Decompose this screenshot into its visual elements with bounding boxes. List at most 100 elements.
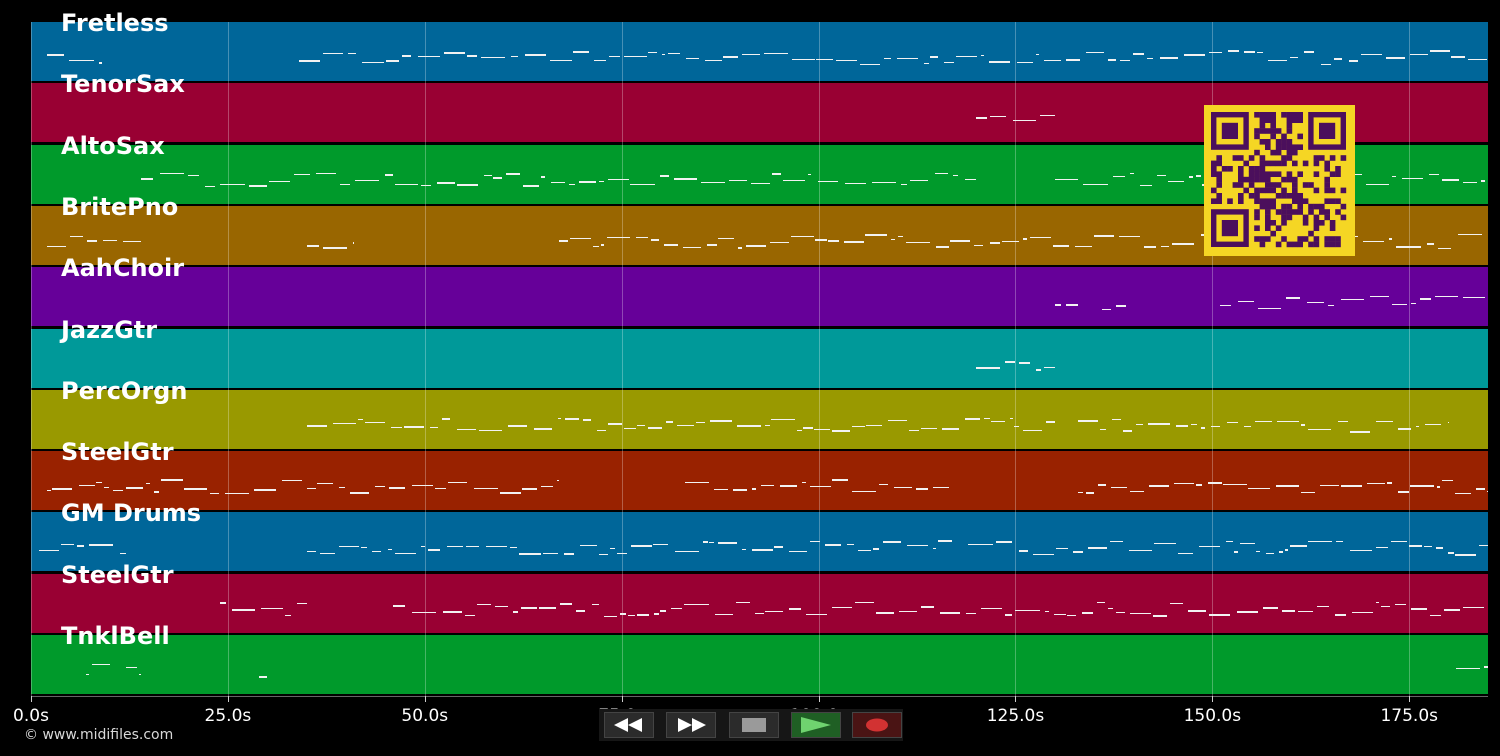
note-mark — [667, 53, 681, 55]
note-mark — [1228, 50, 1239, 52]
track-notes — [31, 83, 1488, 142]
note-mark — [607, 423, 623, 425]
note-mark — [486, 546, 507, 548]
note-mark — [395, 552, 417, 554]
note-mark — [765, 425, 771, 427]
note-mark — [752, 549, 774, 551]
note-mark — [1256, 550, 1260, 552]
note-mark — [103, 239, 117, 241]
note-mark — [1190, 423, 1197, 426]
note-mark — [1208, 51, 1223, 54]
note-mark — [210, 493, 219, 495]
note-mark — [220, 183, 245, 185]
note-mark — [809, 485, 831, 488]
axis-tick — [424, 696, 426, 702]
note-mark — [873, 548, 880, 550]
note-mark — [745, 245, 767, 247]
note-mark — [1385, 57, 1405, 59]
note-mark — [976, 367, 1000, 369]
note-mark — [513, 611, 519, 613]
note-mark — [717, 542, 738, 544]
note-mark — [505, 173, 520, 175]
note-mark — [832, 606, 852, 609]
fast-forward-button[interactable] — [666, 712, 716, 738]
note-mark — [1427, 243, 1434, 245]
note-mark — [921, 427, 937, 430]
note-mark — [161, 479, 183, 481]
note-mark — [709, 542, 714, 544]
note-mark — [533, 428, 552, 430]
note-mark — [664, 244, 678, 246]
note-mark — [294, 173, 310, 176]
note-mark — [417, 55, 440, 58]
note-mark — [1167, 180, 1184, 182]
note-mark — [96, 481, 102, 483]
grid-line — [31, 22, 32, 696]
note-mark — [395, 183, 419, 186]
note-mark — [684, 604, 710, 606]
note-mark — [831, 479, 849, 481]
note-mark — [866, 424, 883, 427]
transport-controls — [599, 709, 903, 741]
note-mark — [510, 56, 519, 58]
note-mark — [499, 492, 521, 494]
note-mark — [1320, 63, 1332, 66]
note-mark — [323, 52, 344, 55]
note-mark — [600, 244, 605, 246]
stop-button[interactable] — [729, 712, 779, 738]
note-mark — [387, 548, 392, 551]
record-icon — [866, 718, 888, 732]
note-mark — [797, 430, 802, 432]
note-mark — [145, 482, 151, 485]
note-mark — [347, 52, 357, 55]
note-mark — [125, 666, 138, 668]
note-mark — [923, 63, 929, 65]
note-mark — [1454, 554, 1477, 556]
note-mark — [952, 174, 959, 177]
note-mark — [980, 54, 984, 56]
note-mark — [564, 553, 574, 555]
note-mark — [1017, 62, 1034, 64]
note-mark — [1360, 54, 1382, 56]
note-mark — [1276, 420, 1299, 423]
note-mark — [1289, 545, 1307, 547]
note-mark — [828, 240, 840, 242]
note-mark — [791, 58, 815, 60]
note-mark — [402, 55, 412, 57]
note-mark — [936, 246, 949, 248]
note-mark — [98, 62, 102, 64]
note-mark — [52, 488, 72, 490]
note-mark — [306, 245, 320, 247]
note-mark — [1102, 308, 1112, 311]
note-mark — [1234, 551, 1238, 553]
note-mark — [87, 240, 98, 242]
note-mark — [205, 185, 215, 188]
note-mark — [338, 545, 359, 547]
note-mark — [723, 56, 739, 58]
note-mark — [764, 610, 784, 613]
note-mark — [1437, 486, 1441, 488]
note-mark — [1129, 172, 1135, 175]
note-mark — [573, 51, 590, 53]
note-mark — [1012, 119, 1037, 122]
axis-tick — [621, 696, 623, 702]
note-mark — [119, 552, 126, 555]
note-mark — [456, 428, 476, 431]
note-mark — [1098, 484, 1106, 486]
note-mark — [361, 61, 384, 64]
note-mark — [1397, 491, 1410, 493]
note-mark — [1380, 605, 1391, 608]
note-mark — [700, 182, 726, 184]
note-mark — [751, 488, 756, 490]
record-button[interactable] — [852, 712, 902, 738]
note-mark — [508, 425, 528, 427]
note-mark — [443, 52, 465, 54]
note-mark — [1159, 57, 1179, 59]
note-mark — [1340, 298, 1364, 301]
note-mark — [1328, 304, 1335, 307]
note-mark — [1100, 428, 1106, 431]
note-mark — [1109, 540, 1123, 543]
note-mark — [253, 489, 277, 491]
rewind-button[interactable] — [604, 712, 654, 738]
play-button[interactable] — [791, 712, 841, 738]
